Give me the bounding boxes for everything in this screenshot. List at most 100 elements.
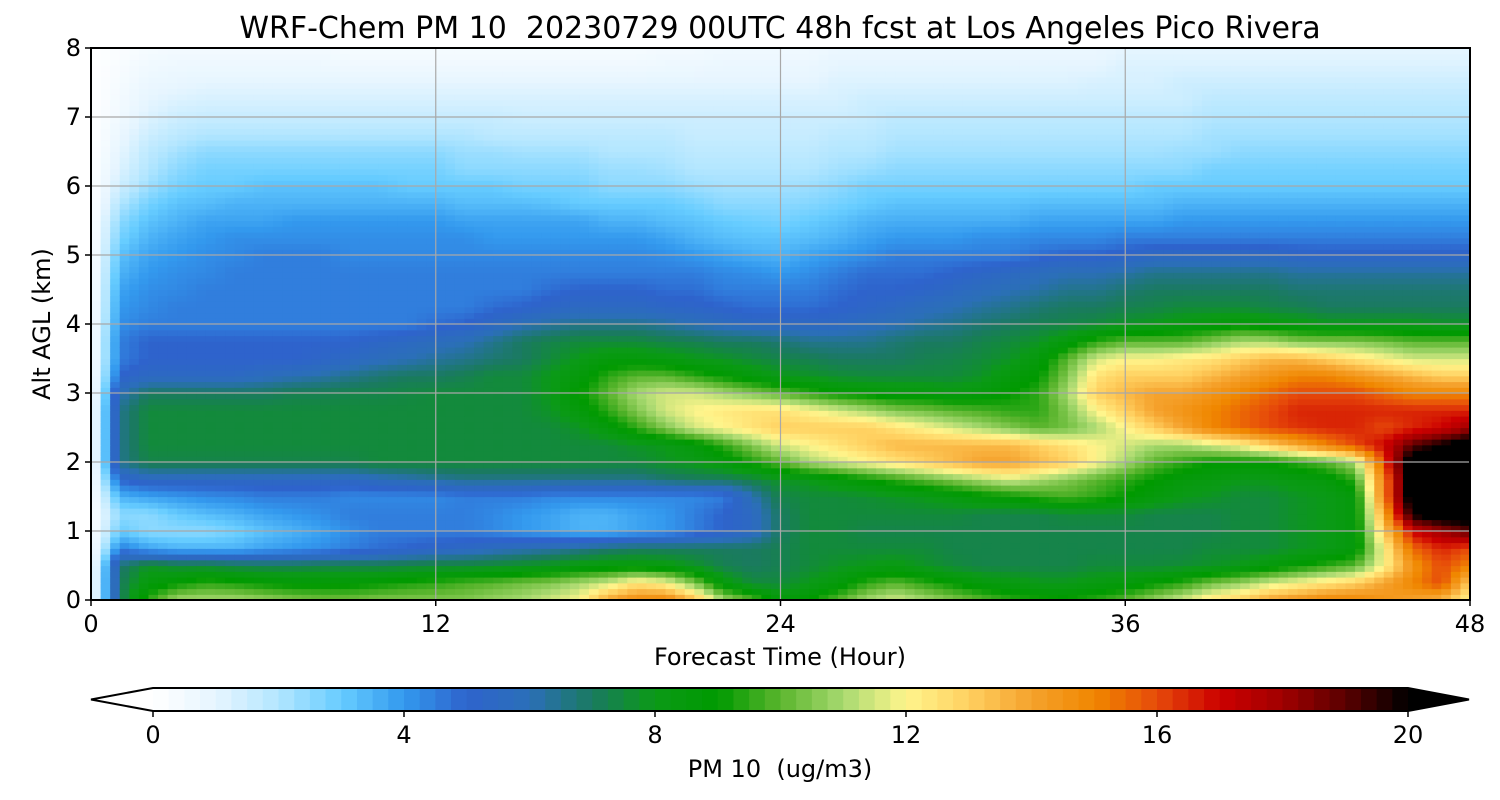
- heatmap-cell: [1201, 479, 1213, 486]
- heatmap-cell: [148, 582, 159, 590]
- heatmap-cell: [311, 536, 322, 544]
- heatmap-cell: [608, 525, 619, 532]
- heatmap-cell: [100, 485, 111, 492]
- heatmap-cell: [1288, 410, 1299, 417]
- heatmap-cell: [991, 508, 1002, 515]
- heatmap-cell: [895, 519, 906, 526]
- heatmap-cell: [732, 473, 743, 480]
- heatmap-cell: [1383, 554, 1394, 561]
- heatmap-cell: [1230, 519, 1241, 526]
- heatmap-cell: [1345, 531, 1356, 538]
- heatmap-cell: [608, 467, 619, 475]
- heatmap-cell: [493, 456, 504, 463]
- heatmap-cell: [895, 513, 906, 521]
- heatmap-cell: [110, 456, 121, 463]
- heatmap-cell: [981, 467, 992, 475]
- heatmap-cell: [895, 439, 906, 446]
- heatmap-cell: [454, 444, 466, 452]
- heatmap-cell: [1240, 594, 1251, 600]
- heatmap-cell: [493, 513, 504, 521]
- heatmap-cell: [770, 496, 782, 503]
- heatmap-cell: [234, 485, 245, 492]
- heatmap-cell: [588, 502, 600, 509]
- heatmap-cell: [253, 542, 264, 549]
- heatmap-cell: [1134, 427, 1146, 434]
- heatmap-cell: [1134, 421, 1146, 429]
- heatmap-cell: [1153, 525, 1165, 532]
- heatmap-cell: [646, 404, 657, 411]
- heatmap-cell: [407, 536, 418, 544]
- heatmap-cell: [1106, 485, 1117, 492]
- heatmap-cell: [1374, 444, 1385, 452]
- heatmap-cell: [665, 525, 676, 532]
- heatmap-cell: [656, 473, 667, 480]
- heatmap-cell: [847, 433, 858, 440]
- heatmap-cell: [234, 410, 245, 417]
- heatmap-cell: [560, 594, 571, 600]
- heatmap-cell: [234, 473, 245, 480]
- heatmap-cell: [1412, 485, 1423, 492]
- heatmap-cell: [972, 490, 983, 498]
- heatmap-cell: [1412, 519, 1423, 526]
- heatmap-cell: [301, 490, 312, 498]
- heatmap-cell: [541, 554, 552, 561]
- heatmap-cell: [770, 525, 782, 532]
- heatmap-cell: [234, 525, 245, 532]
- heatmap-cell: [1326, 588, 1337, 595]
- heatmap-cell: [1211, 467, 1222, 475]
- heatmap-cell: [837, 404, 849, 411]
- heatmap-cell: [569, 473, 580, 480]
- heatmap-cell: [1441, 577, 1452, 584]
- heatmap-cell: [359, 502, 370, 509]
- heatmap-cell: [933, 594, 944, 600]
- heatmap-cell: [301, 404, 312, 411]
- heatmap-cell: [914, 554, 925, 561]
- heatmap-cell: [91, 398, 102, 406]
- heatmap-cell: [550, 485, 561, 492]
- heatmap-cell: [608, 571, 619, 578]
- heatmap-cell: [349, 439, 360, 446]
- heatmap-cell: [857, 496, 868, 503]
- heatmap-cell: [512, 594, 523, 600]
- heatmap-cell: [991, 410, 1002, 417]
- heatmap-cell: [627, 519, 638, 526]
- heatmap-cell: [694, 427, 705, 434]
- heatmap-cell: [1431, 416, 1442, 423]
- heatmap-cell: [186, 565, 197, 572]
- heatmap-cell: [339, 565, 351, 572]
- heatmap-cell: [809, 485, 820, 492]
- heatmap-cell: [1067, 502, 1078, 509]
- heatmap-cell: [1230, 479, 1241, 486]
- heatmap-cell: [186, 508, 197, 515]
- heatmap-cell: [1307, 565, 1318, 572]
- heatmap-cell: [1182, 467, 1193, 475]
- heatmap-cell: [1048, 536, 1059, 544]
- heatmap-cell: [301, 479, 312, 486]
- heatmap-cell: [349, 513, 360, 521]
- heatmap-cell: [608, 485, 619, 492]
- heatmap-cell: [91, 444, 102, 452]
- heatmap-cell: [876, 416, 887, 423]
- heatmap-cell: [426, 531, 437, 538]
- heatmap-cell: [933, 513, 944, 521]
- heatmap-cell: [454, 490, 466, 498]
- heatmap-cell: [339, 513, 351, 521]
- heatmap-cell: [387, 513, 399, 521]
- heatmap-cell: [435, 548, 446, 555]
- heatmap-cell: [866, 594, 877, 600]
- heatmap-cell: [790, 559, 801, 567]
- heatmap-cell: [330, 485, 341, 492]
- heatmap-cell: [943, 490, 954, 498]
- heatmap-cell: [857, 525, 868, 532]
- heatmap-cell: [397, 479, 408, 486]
- heatmap-cell: [531, 404, 542, 411]
- heatmap-cell: [244, 565, 255, 572]
- heatmap-cell: [1383, 421, 1394, 429]
- heatmap-cell: [1019, 496, 1031, 503]
- heatmap-cell: [253, 456, 264, 463]
- heatmap-cell: [531, 479, 542, 486]
- heatmap-cell: [675, 404, 686, 411]
- heatmap-cell: [512, 410, 523, 417]
- heatmap-cell: [272, 456, 284, 463]
- heatmap-cell: [272, 421, 284, 429]
